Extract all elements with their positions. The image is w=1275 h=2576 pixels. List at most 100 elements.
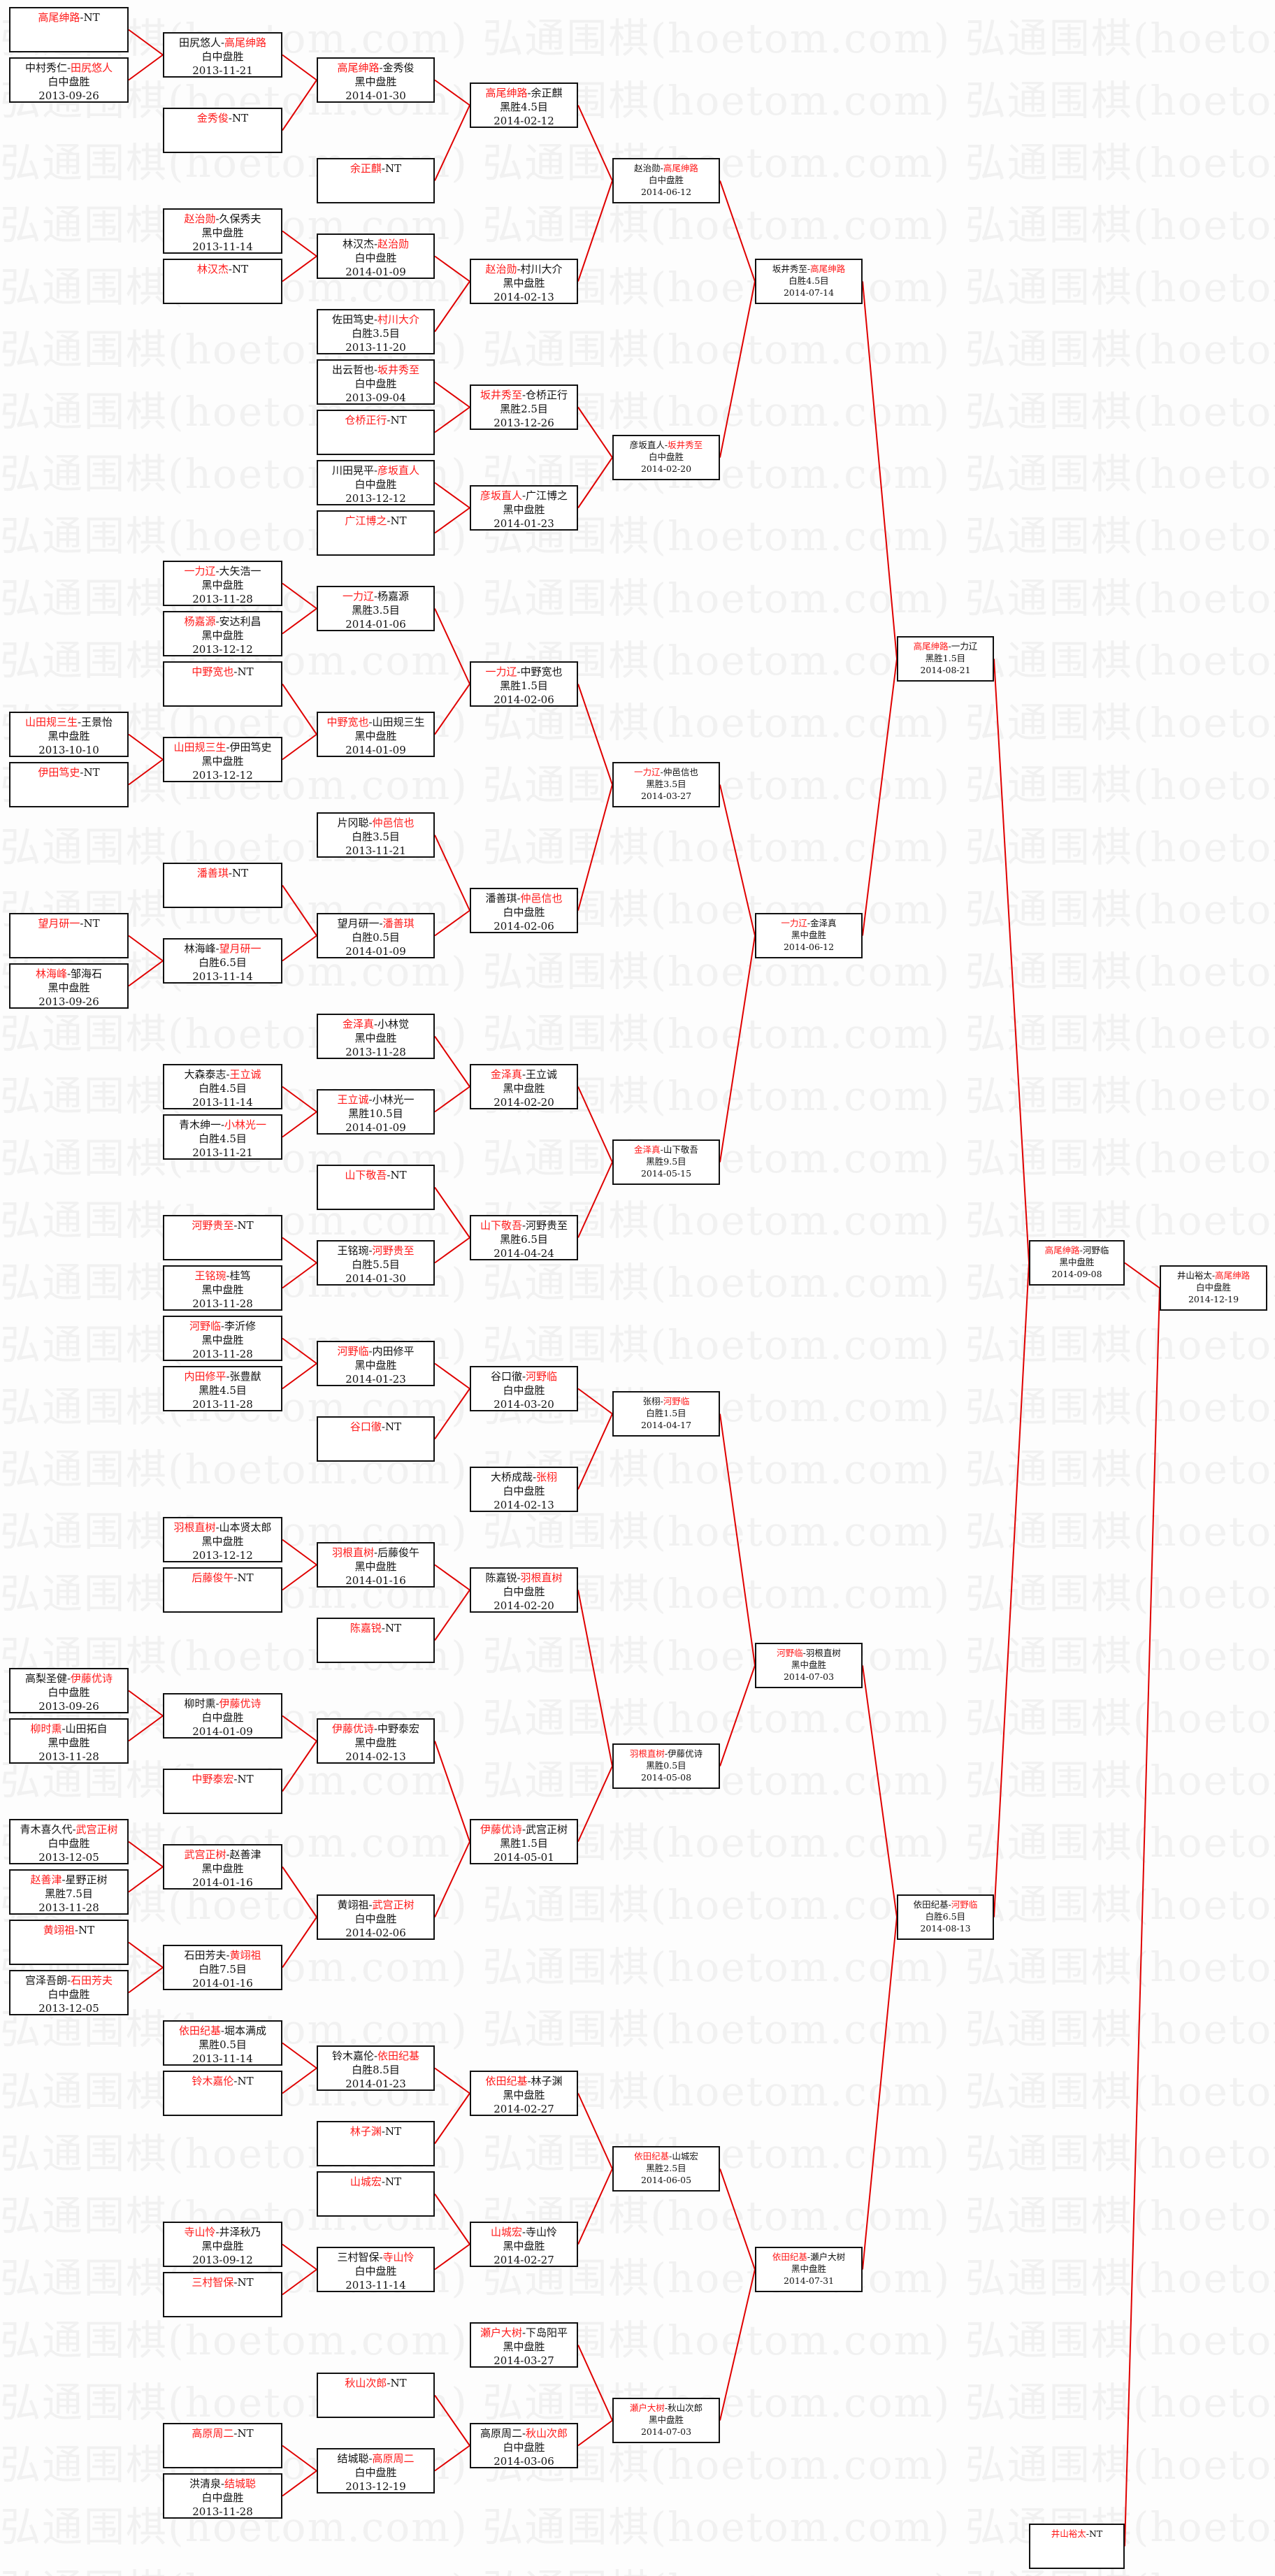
match-box[interactable]: 青木喜久代-武宫正树 白中盘胜 2013-12-05 [9, 1819, 129, 1864]
bye-box[interactable]: 伊田笃史-NT [9, 762, 129, 807]
match-box[interactable]: 宫泽吾朗-石田芳夫 白中盘胜 2013-12-05 [9, 1970, 129, 2015]
match-box[interactable]: 山田规三生-伊田笃史 黑中盘胜 2013-12-12 [163, 737, 282, 782]
match-box[interactable]: 山城宏-寺山怜 黑中盘胜 2014-02-27 [470, 2222, 578, 2267]
match-box[interactable]: 杨嘉源-安达利昌 黑中盘胜 2013-12-12 [163, 611, 282, 656]
match-box[interactable]: 依田纪基-河野临 白胜6.5目 2014-08-13 [897, 1894, 994, 1940]
match-box[interactable]: 羽根直树-伊藤优诗 黑胜0.5目 2014-05-08 [612, 1743, 720, 1789]
match-box[interactable]: 高尾绅路-河野临 黑中盘胜 2014-09-08 [1029, 1240, 1125, 1286]
match-box[interactable]: 河野临-内田修平 黑中盘胜 2014-01-23 [317, 1341, 435, 1386]
match-box[interactable]: 内田修平-张豊猷 黑胜4.5目 2013-11-28 [163, 1366, 282, 1411]
match-box[interactable]: 赵治勋-村川大介 黑中盘胜 2014-02-13 [470, 259, 578, 304]
match-box[interactable]: 结城聪-高原周二 白中盘胜 2013-12-19 [317, 2448, 435, 2494]
match-box[interactable]: 高尾绅路-一力辽 黑胜1.5目 2014-08-21 [897, 636, 994, 682]
bye-box[interactable]: 望月研一-NT [9, 913, 129, 958]
match-box[interactable]: 林海峰-望月研一 白胜6.5目 2013-11-14 [163, 938, 282, 984]
bye-box[interactable]: 金秀俊-NT [163, 108, 282, 153]
bye-box[interactable]: 林汉杰-NT [163, 259, 282, 304]
match-box[interactable]: 黄翊祖-武宫正树 白中盘胜 2014-02-06 [317, 1894, 435, 1940]
bye-box[interactable]: 中野泰宏-NT [163, 1769, 282, 1814]
match-box[interactable]: 大桥成哉-张栩 白中盘胜 2014-02-13 [470, 1467, 578, 1512]
match-box[interactable]: 张栩-河野临 白胜1.5目 2014-04-17 [612, 1391, 720, 1437]
bye-box[interactable]: 黄翊祖-NT [9, 1920, 129, 1965]
bye-box[interactable]: 谷口徹-NT [317, 1416, 435, 1462]
match-box[interactable]: 王立诚-小林光一 黑胜10.5目 2014-01-09 [317, 1089, 435, 1135]
match-box[interactable]: 金泽真-山下敬吾 黑胜9.5目 2014-05-15 [612, 1139, 720, 1185]
bye-box[interactable]: 高尾绅路-NT [9, 7, 129, 52]
match-box[interactable]: 山田规三生-王景怡 黑中盘胜 2013-10-10 [9, 712, 129, 757]
bye-box[interactable]: 仓桥正行-NT [317, 410, 435, 455]
match-box[interactable]: 瀬户大树-秋山次郎 黑中盘胜 2014-07-03 [612, 2398, 720, 2443]
match-box[interactable]: 谷口徹-河野临 白中盘胜 2014-03-20 [470, 1366, 578, 1411]
match-box[interactable]: 柳时熏-山田拓自 黑中盘胜 2013-11-28 [9, 1718, 129, 1764]
match-box[interactable]: 依田纪基-林子渊 黑中盘胜 2014-02-27 [470, 2071, 578, 2116]
match-box[interactable]: 洪清泉-结城聪 白中盘胜 2013-11-28 [163, 2473, 282, 2519]
match-box[interactable]: 伊藤优诗-武宫正树 黑胜1.5目 2014-05-01 [470, 1819, 578, 1864]
bye-box[interactable]: 河野贵至-NT [163, 1215, 282, 1260]
bye-box[interactable]: 山城宏-NT [317, 2171, 435, 2217]
match-box[interactable]: 中野宽也-山田规三生 黑中盘胜 2014-01-09 [317, 712, 435, 757]
match-box[interactable]: 金泽真-小林觉 黑中盘胜 2013-11-28 [317, 1014, 435, 1059]
match-box[interactable]: 中村秀仁-田尻悠人 白中盘胜 2013-09-26 [9, 57, 129, 103]
match-box[interactable]: 赵治勋-久保秀夫 黑中盘胜 2013-11-14 [163, 208, 282, 254]
match-box[interactable]: 依田纪基-堀本满成 黑胜0.5目 2013-11-14 [163, 2020, 282, 2066]
bye-box[interactable]: 秋山次郎-NT [317, 2373, 435, 2418]
match-box[interactable]: 一力辽-金泽真 黑中盘胜 2014-06-12 [755, 913, 863, 958]
bye-box[interactable]: 高原周二-NT [163, 2423, 282, 2468]
match-box[interactable]: 田尻悠人-高尾绅路 白中盘胜 2013-11-21 [163, 32, 282, 78]
match-box[interactable]: 瀬户大树-下岛阳平 黑中盘胜 2014-03-27 [470, 2322, 578, 2368]
match-box[interactable]: 寺山怜-井泽秋乃 黑中盘胜 2013-09-12 [163, 2222, 282, 2267]
match-box[interactable]: 石田芳夫-黄翊祖 白胜7.5目 2014-01-16 [163, 1945, 282, 1990]
bye-box[interactable]: 后藤俊午-NT [163, 1567, 282, 1613]
match-box[interactable]: 依田纪基-瀬户大树 黑中盘胜 2014-07-31 [755, 2247, 863, 2292]
match-box[interactable]: 一力辽-中野宽也 黑胜1.5目 2014-02-06 [470, 661, 578, 707]
match-box[interactable]: 望月研一-潘善琪 白胜0.5目 2014-01-09 [317, 913, 435, 958]
match-box[interactable]: 高梨圣健-伊藤优诗 白中盘胜 2013-09-26 [9, 1668, 129, 1713]
bye-box[interactable]: 陈嘉锐-NT [317, 1618, 435, 1663]
match-box[interactable]: 王铭琬-河野贵至 白胜5.5目 2014-01-30 [317, 1240, 435, 1286]
match-box[interactable]: 山下敬吾-河野贵至 黑胜6.5目 2014-04-24 [470, 1215, 578, 1260]
match-box[interactable]: 彦坂直人-坂井秀至 白中盘胜 2014-02-20 [612, 435, 720, 480]
match-box[interactable]: 大森泰志-王立诚 白胜4.5目 2013-11-14 [163, 1064, 282, 1109]
match-box[interactable]: 出云哲也-坂井秀至 白中盘胜 2013-09-04 [317, 359, 435, 405]
match-box[interactable]: 陈嘉锐-羽根直树 白中盘胜 2014-02-20 [470, 1567, 578, 1613]
match-box[interactable]: 依田纪基-山城宏 黑胜2.5目 2014-06-05 [612, 2146, 720, 2192]
match-box[interactable]: 坂井秀至-高尾绅路 白胜4.5目 2014-07-14 [755, 259, 863, 304]
bye-box[interactable]: 铃木嘉伦-NT [163, 2071, 282, 2116]
match-box[interactable]: 羽根直树-后藤俊午 黑中盘胜 2014-01-16 [317, 1542, 435, 1588]
bye-box[interactable]: 山下敬吾-NT [317, 1165, 435, 1210]
match-box[interactable]: 一力辽-仲邑信也 黑胜3.5目 2014-03-27 [612, 762, 720, 807]
bye-box[interactable]: 三村智保-NT [163, 2272, 282, 2317]
bye-box[interactable]: 林子渊-NT [317, 2121, 435, 2166]
bye-box[interactable]: 广江博之-NT [317, 510, 435, 556]
bye-box[interactable]: 潘善琪-NT [163, 863, 282, 908]
match-box[interactable]: 片冈聪-仲邑信也 白胜3.5目 2013-11-21 [317, 812, 435, 858]
match-box[interactable]: 井山裕太-高尾绅路 白中盘胜 2014-12-19 [1160, 1265, 1267, 1311]
match-box[interactable]: 羽根直树-山本贤太郎 黑中盘胜 2013-12-12 [163, 1517, 282, 1562]
match-box[interactable]: 柳时熏-伊藤优诗 白中盘胜 2014-01-09 [163, 1693, 282, 1739]
match-box[interactable]: 河野临-羽根直树 黑中盘胜 2014-07-03 [755, 1643, 863, 1688]
match-box[interactable]: 赵善津-星野正树 黑胜7.5目 2013-11-28 [9, 1869, 129, 1915]
match-box[interactable]: 林汉杰-赵治勋 白中盘胜 2014-01-09 [317, 233, 435, 279]
match-box[interactable]: 高尾绅路-金秀俊 黑中盘胜 2014-01-30 [317, 57, 435, 103]
match-box[interactable]: 铃木嘉伦-依田纪基 白胜8.5目 2014-01-23 [317, 2045, 435, 2091]
match-box[interactable]: 坂井秀至-仓桥正行 黑胜2.5目 2013-12-26 [470, 384, 578, 430]
match-box[interactable]: 彦坂直人-广江博之 黑中盘胜 2014-01-23 [470, 485, 578, 531]
match-box[interactable]: 赵治勋-高尾绅路 白中盘胜 2014-06-12 [612, 158, 720, 203]
match-box[interactable]: 青木绅一-小林光一 白胜4.5目 2013-11-21 [163, 1114, 282, 1160]
match-box[interactable]: 高原周二-秋山次郎 白中盘胜 2014-03-06 [470, 2423, 578, 2468]
match-box[interactable]: 一力辽-大矢浩一 黑中盘胜 2013-11-28 [163, 561, 282, 606]
bye-box[interactable]: 井山裕太-NT [1029, 2524, 1125, 2569]
match-box[interactable]: 武宫正树-赵善津 黑中盘胜 2014-01-16 [163, 1844, 282, 1890]
match-box[interactable]: 川田晃平-彦坂直人 白中盘胜 2013-12-12 [317, 460, 435, 505]
match-box[interactable]: 金泽真-王立诚 黑中盘胜 2014-02-20 [470, 1064, 578, 1109]
match-box[interactable]: 王铭琬-桂笃 黑中盘胜 2013-11-28 [163, 1265, 282, 1311]
bye-box[interactable]: 中野宽也-NT [163, 661, 282, 707]
match-box[interactable]: 一力辽-杨嘉源 黑胜3.5目 2014-01-06 [317, 586, 435, 631]
match-box[interactable]: 河野临-李沂修 黑中盘胜 2013-11-28 [163, 1316, 282, 1361]
match-box[interactable]: 潘善琪-仲邑信也 白中盘胜 2014-02-06 [470, 888, 578, 933]
match-box[interactable]: 三村智保-寺山怜 白中盘胜 2013-11-14 [317, 2247, 435, 2292]
bye-box[interactable]: 余正麒-NT [317, 158, 435, 203]
match-box[interactable]: 佐田笃史-村川大介 白胜3.5目 2013-11-20 [317, 309, 435, 354]
match-box[interactable]: 林海峰-邹海石 黑中盘胜 2013-09-26 [9, 963, 129, 1009]
match-box[interactable]: 高尾绅路-余正麒 黑胜4.5目 2014-02-12 [470, 82, 578, 128]
